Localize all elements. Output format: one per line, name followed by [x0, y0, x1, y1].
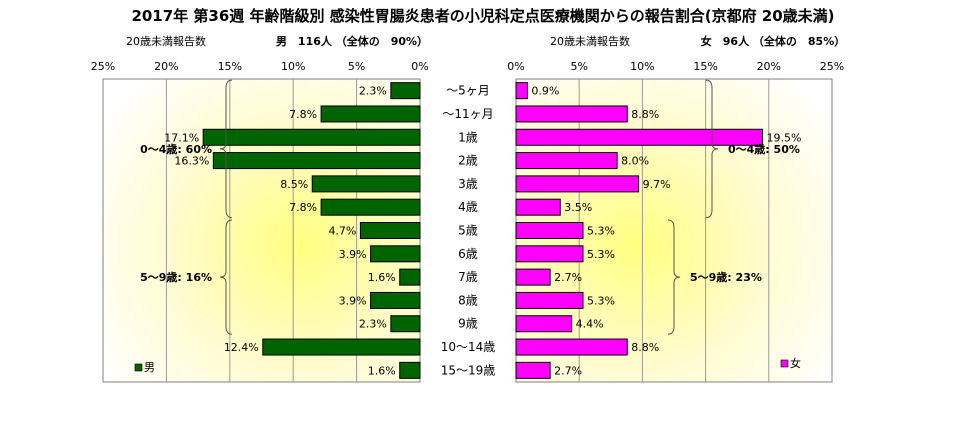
female-bar	[515, 128, 763, 146]
female-subtitle-label: 20歳未満報告数	[550, 35, 630, 48]
male-value-label: 16.3%	[174, 155, 209, 168]
female-value-label: 3.5%	[564, 201, 592, 214]
male-bar	[320, 105, 421, 123]
male-value-label: 8.5%	[280, 178, 308, 191]
female-bar	[515, 82, 528, 100]
female-value-label: 2.7%	[554, 271, 582, 284]
female-value-label: 8.0%	[621, 155, 649, 168]
female-value-label: 8.8%	[631, 341, 659, 354]
age-category-label: 3歳	[458, 177, 478, 191]
male-tick-label: 20%	[154, 60, 178, 73]
age-category-label: 1歳	[458, 130, 478, 144]
male-bar	[399, 268, 421, 286]
male-value-label: 7.8%	[289, 108, 317, 121]
female-bar	[515, 338, 628, 356]
female-value-label: 0.9%	[531, 85, 559, 98]
male-bar	[370, 245, 421, 263]
age-category-label: ～11ヶ月	[442, 107, 493, 121]
male-bar	[212, 152, 421, 170]
chart-title: 2017年 第36週 年齢階級別 感染性胃腸炎患者の小児科定点医療機関からの報告…	[131, 7, 834, 25]
female-tick-label: 25%	[820, 60, 844, 73]
male-value-label: 4.7%	[328, 225, 356, 238]
age-category-label: 8歳	[458, 293, 478, 307]
female-legend-label: 女	[790, 356, 801, 370]
female-value-label: 5.3%	[587, 225, 615, 238]
age-category-label: 7歳	[458, 270, 478, 284]
male-bar	[390, 82, 421, 100]
male-bar	[311, 175, 421, 193]
female-value-label: 4.4%	[576, 318, 604, 331]
age-category-label: 6歳	[458, 247, 478, 261]
female-group-label: 0～4歳: 50%	[728, 142, 800, 156]
female-value-label: 5.3%	[587, 294, 615, 307]
female-bar	[515, 268, 551, 286]
age-category-label: ～5ヶ月	[446, 84, 490, 98]
female-bar	[515, 198, 561, 216]
male-value-label: 2.3%	[359, 85, 387, 98]
male-value-label: 2.3%	[359, 318, 387, 331]
male-value-label: 3.9%	[339, 294, 367, 307]
female-value-label: 2.7%	[554, 364, 582, 377]
age-category-label: 9歳	[458, 317, 478, 331]
male-tick-label: 0%	[411, 60, 428, 73]
male-group-brace	[219, 219, 233, 335]
female-bar	[515, 152, 618, 170]
male-bar	[262, 338, 421, 356]
female-value-label: 9.7%	[643, 178, 671, 191]
female-bar	[515, 361, 551, 379]
male-bar	[370, 291, 421, 309]
female-tick-label: 0%	[507, 60, 524, 73]
male-bar	[202, 128, 421, 146]
male-tick-label: 10%	[281, 60, 305, 73]
age-category-label: 10～14歳	[441, 340, 496, 354]
female-legend-swatch	[780, 359, 789, 368]
female-bar	[515, 175, 640, 193]
age-category-label: 5歳	[458, 224, 478, 238]
male-bar	[399, 361, 421, 379]
male-tick-label: 15%	[218, 60, 242, 73]
male-tick-label: 5%	[348, 60, 365, 73]
age-category-label: 4歳	[458, 200, 478, 214]
male-value-label: 3.9%	[339, 248, 367, 261]
female-bar	[515, 291, 584, 309]
male-legend-swatch	[134, 363, 143, 372]
male-value-label: 12.4%	[224, 341, 259, 354]
female-tick-label: 15%	[693, 60, 717, 73]
female-group-brace	[705, 79, 719, 219]
female-group-brace	[667, 219, 681, 335]
male-tick-label: 25%	[91, 60, 115, 73]
age-category-label: 15～19歳	[441, 363, 496, 377]
male-bar	[320, 198, 421, 216]
male-value-label: 17.1%	[164, 131, 199, 144]
male-value-label: 1.6%	[368, 364, 396, 377]
female-value-label: 5.3%	[587, 248, 615, 261]
male-group-label: 5～9歳: 16%	[140, 270, 212, 284]
female-bar	[515, 245, 584, 263]
female-value-label: 19.5%	[766, 131, 801, 144]
male-group-label: 0～4歳: 60%	[140, 142, 212, 156]
female-bar	[515, 105, 628, 123]
female-bar	[515, 315, 573, 333]
male-value-label: 7.8%	[289, 201, 317, 214]
female-bar	[515, 222, 584, 239]
female-tick-label: 10%	[630, 60, 654, 73]
female-group-label: 5～9歳: 23%	[690, 270, 762, 284]
female-tick-label: 5%	[570, 60, 587, 73]
male-bar	[359, 222, 421, 239]
female-value-label: 8.8%	[631, 108, 659, 121]
male-bar	[390, 315, 421, 333]
female-summary: 女 96人 （全体の 85%）	[701, 34, 845, 48]
female-tick-label: 20%	[757, 60, 781, 73]
male-subtitle-label: 20歳未満報告数	[126, 35, 206, 48]
male-legend-label: 男	[144, 361, 155, 374]
male-summary: 男 116人 （全体の 90%）	[276, 34, 428, 48]
male-group-brace	[219, 79, 233, 219]
age-category-label: 2歳	[458, 154, 478, 168]
male-value-label: 1.6%	[368, 271, 396, 284]
